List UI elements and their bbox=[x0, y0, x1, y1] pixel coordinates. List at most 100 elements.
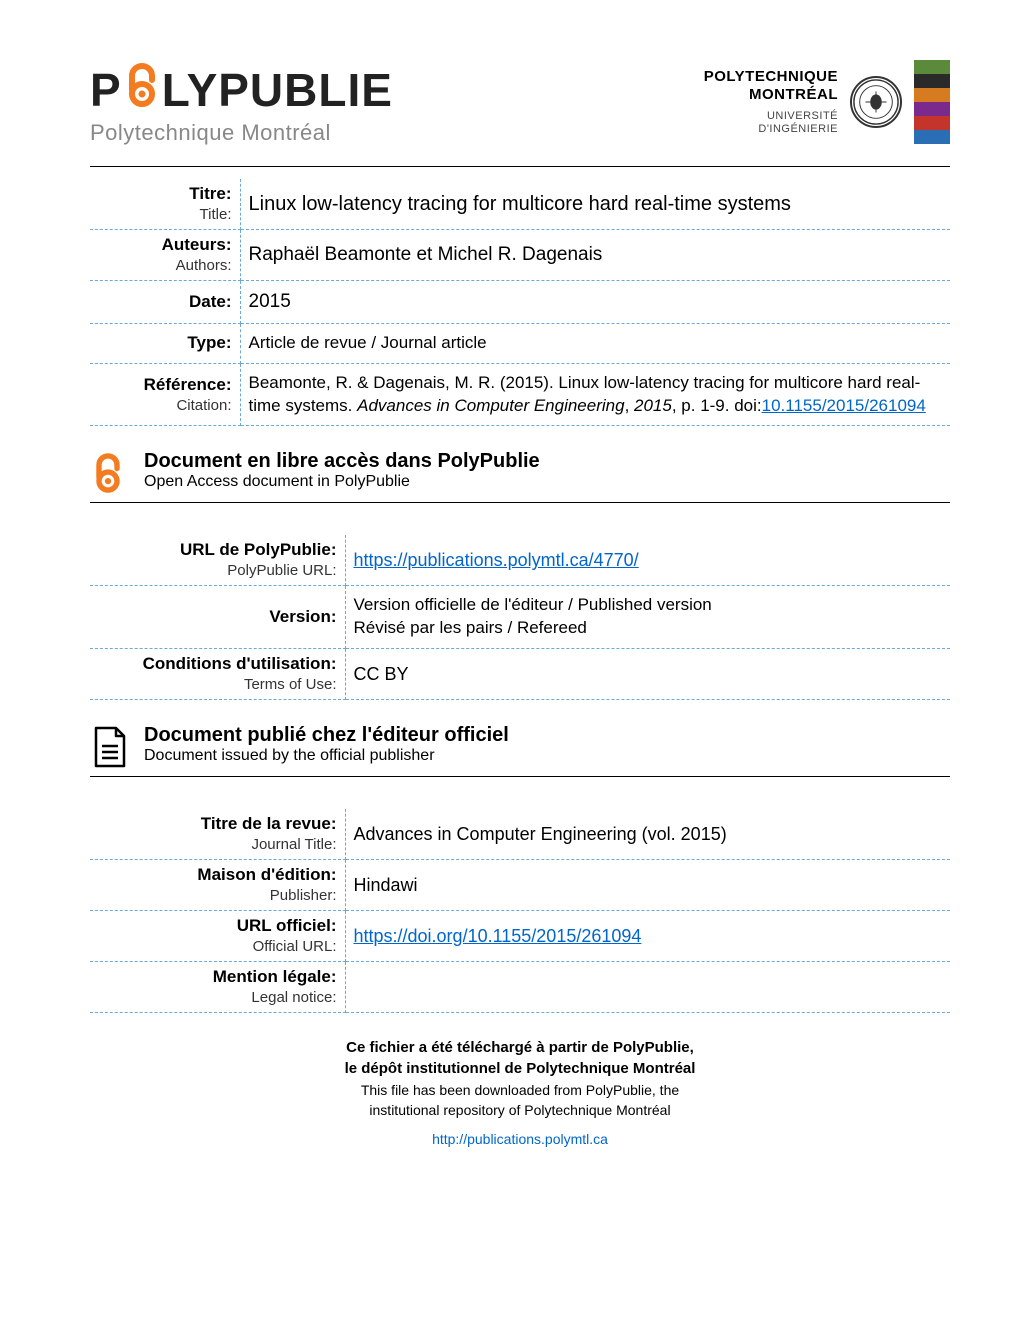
color-bar-0 bbox=[914, 60, 950, 74]
label-version: Version: bbox=[90, 586, 345, 649]
row-authors: Auteurs: Authors: Raphaël Beamonte et Mi… bbox=[90, 230, 950, 281]
label-date: Date: bbox=[90, 281, 240, 324]
label-title: Titre: Title: bbox=[90, 179, 240, 230]
color-bar-4 bbox=[914, 116, 950, 130]
poly-name-1: POLYTECHNIQUE bbox=[704, 68, 838, 86]
footer-normal-2: institutional repository of Polytechniqu… bbox=[90, 1101, 950, 1121]
row-poly-url: URL de PolyPublie: PolyPublie URL: https… bbox=[90, 535, 950, 586]
value-date: 2015 bbox=[240, 281, 950, 324]
label-type-fr: Type: bbox=[187, 333, 231, 352]
polypublie-url-link[interactable]: https://publications.polymtl.ca/4770/ bbox=[354, 550, 639, 570]
label-type: Type: bbox=[90, 323, 240, 363]
label-version-fr: Version: bbox=[269, 607, 336, 626]
ref-journal: Advances in Computer Engineering bbox=[357, 396, 624, 415]
logo-text: LYPUBLIE bbox=[162, 63, 393, 117]
polypublie-logo: P LYPUBLIE Polytechnique Montréal bbox=[90, 60, 393, 146]
logo-subtitle: Polytechnique Montréal bbox=[90, 120, 393, 146]
header-divider bbox=[90, 166, 950, 167]
metadata-table-main: Titre: Title: Linux low-latency tracing … bbox=[90, 179, 950, 426]
value-type: Article de revue / Journal article bbox=[240, 323, 950, 363]
section-oa-title: Document en libre accès dans PolyPublie bbox=[144, 450, 540, 473]
value-reference: Beamonte, R. & Dagenais, M. R. (2015). L… bbox=[240, 363, 950, 426]
color-bars bbox=[914, 60, 950, 144]
label-offurl-fr: URL officiel: bbox=[237, 916, 337, 935]
section-oa-text: Document en libre accès dans PolyPublie … bbox=[144, 450, 540, 491]
label-legal: Mention légale: Legal notice: bbox=[90, 962, 345, 1013]
poly-seal-icon bbox=[850, 76, 902, 128]
color-bar-5 bbox=[914, 130, 950, 144]
ref-text-3: , p. 1-9. doi: bbox=[672, 396, 762, 415]
label-title-en: Title: bbox=[200, 206, 232, 223]
doi-link[interactable]: 10.1155/2015/261094 bbox=[762, 396, 926, 415]
label-terms-fr: Conditions d'utilisation: bbox=[143, 654, 337, 673]
version-line-2: Révisé par les pairs / Refereed bbox=[354, 618, 587, 637]
value-legal bbox=[345, 962, 950, 1013]
label-authors-en: Authors: bbox=[176, 257, 232, 274]
poly-sub-1: UNIVERSITÉ bbox=[704, 110, 838, 123]
color-bar-1 bbox=[914, 74, 950, 88]
label-offurl-en: Official URL: bbox=[253, 938, 337, 955]
open-access-icon bbox=[122, 62, 162, 120]
logo-letter-p: P bbox=[90, 63, 122, 117]
label-legal-fr: Mention légale: bbox=[213, 967, 337, 986]
row-date: Date: 2015 bbox=[90, 281, 950, 324]
value-terms: CC BY bbox=[345, 649, 950, 700]
label-poly-url-en: PolyPublie URL: bbox=[227, 562, 336, 579]
label-authors-fr: Auteurs: bbox=[162, 235, 232, 254]
row-official-url: URL officiel: Official URL: https://doi.… bbox=[90, 911, 950, 962]
metadata-table-publisher: Titre de la revue: Journal Title: Advanc… bbox=[90, 809, 950, 1013]
value-publisher: Hindawi bbox=[345, 860, 950, 911]
section-pub-title: Document publié chez l'éditeur officiel bbox=[144, 724, 509, 747]
label-terms: Conditions d'utilisation: Terms of Use: bbox=[90, 649, 345, 700]
row-publisher: Maison d'édition: Publisher: Hindawi bbox=[90, 860, 950, 911]
label-poly-url: URL de PolyPublie: PolyPublie URL: bbox=[90, 535, 345, 586]
section-oa-subtitle: Open Access document in PolyPublie bbox=[144, 473, 540, 491]
official-url-link[interactable]: https://doi.org/10.1155/2015/261094 bbox=[354, 926, 642, 946]
label-publisher-en: Publisher: bbox=[270, 887, 337, 904]
row-reference: Référence: Citation: Beamonte, R. & Dage… bbox=[90, 363, 950, 426]
footer-link[interactable]: http://publications.polymtl.ca bbox=[432, 1131, 608, 1147]
label-terms-en: Terms of Use: bbox=[244, 676, 337, 693]
polytechnique-logo: POLYTECHNIQUE MONTRÉAL UNIVERSITÉ D'INGÉ… bbox=[704, 60, 950, 144]
label-date-fr: Date: bbox=[189, 292, 232, 311]
poly-name-2: MONTRÉAL bbox=[704, 86, 838, 104]
label-ref-fr: Référence: bbox=[144, 375, 232, 394]
label-official-url: URL officiel: Official URL: bbox=[90, 911, 345, 962]
row-terms: Conditions d'utilisation: Terms of Use: … bbox=[90, 649, 950, 700]
ref-text-2: , bbox=[625, 396, 634, 415]
page-footer: Ce fichier a été téléchargé à partir de … bbox=[90, 1037, 950, 1148]
open-access-section-icon bbox=[90, 450, 130, 496]
metadata-table-polypublie: URL de PolyPublie: PolyPublie URL: https… bbox=[90, 535, 950, 700]
section-publisher: Document publié chez l'éditeur officiel … bbox=[90, 724, 950, 777]
ref-year: 2015 bbox=[634, 396, 672, 415]
section-pub-text: Document publié chez l'éditeur officiel … bbox=[144, 724, 509, 765]
section-pub-subtitle: Document issued by the official publishe… bbox=[144, 747, 509, 765]
footer-bold-1: Ce fichier a été téléchargé à partir de … bbox=[90, 1037, 950, 1058]
label-publisher: Maison d'édition: Publisher: bbox=[90, 860, 345, 911]
row-journal: Titre de la revue: Journal Title: Advanc… bbox=[90, 809, 950, 860]
value-official-url: https://doi.org/10.1155/2015/261094 bbox=[345, 911, 950, 962]
color-bar-3 bbox=[914, 102, 950, 116]
label-ref-en: Citation: bbox=[176, 397, 231, 414]
label-publisher-fr: Maison d'édition: bbox=[197, 865, 336, 884]
row-legal: Mention légale: Legal notice: bbox=[90, 962, 950, 1013]
label-journal: Titre de la revue: Journal Title: bbox=[90, 809, 345, 860]
page-header: P LYPUBLIE Polytechnique Montréal POLYTE… bbox=[90, 60, 950, 146]
value-poly-url: https://publications.polymtl.ca/4770/ bbox=[345, 535, 950, 586]
value-title: Linux low-latency tracing for multicore … bbox=[240, 179, 950, 230]
row-version: Version: Version officielle de l'éditeur… bbox=[90, 586, 950, 649]
row-title: Titre: Title: Linux low-latency tracing … bbox=[90, 179, 950, 230]
label-journal-en: Journal Title: bbox=[251, 836, 336, 853]
row-type: Type: Article de revue / Journal article bbox=[90, 323, 950, 363]
section-open-access: Document en libre accès dans PolyPublie … bbox=[90, 450, 950, 503]
footer-normal-1: This file has been downloaded from PolyP… bbox=[90, 1081, 950, 1101]
label-title-fr: Titre: bbox=[189, 184, 231, 203]
label-legal-en: Legal notice: bbox=[251, 989, 336, 1006]
value-authors: Raphaël Beamonte et Michel R. Dagenais bbox=[240, 230, 950, 281]
label-journal-fr: Titre de la revue: bbox=[201, 814, 337, 833]
label-poly-url-fr: URL de PolyPublie: bbox=[180, 540, 337, 559]
logo-title: P LYPUBLIE bbox=[90, 60, 393, 118]
document-icon bbox=[90, 724, 130, 770]
label-reference: Référence: Citation: bbox=[90, 363, 240, 426]
value-version: Version officielle de l'éditeur / Publis… bbox=[345, 586, 950, 649]
